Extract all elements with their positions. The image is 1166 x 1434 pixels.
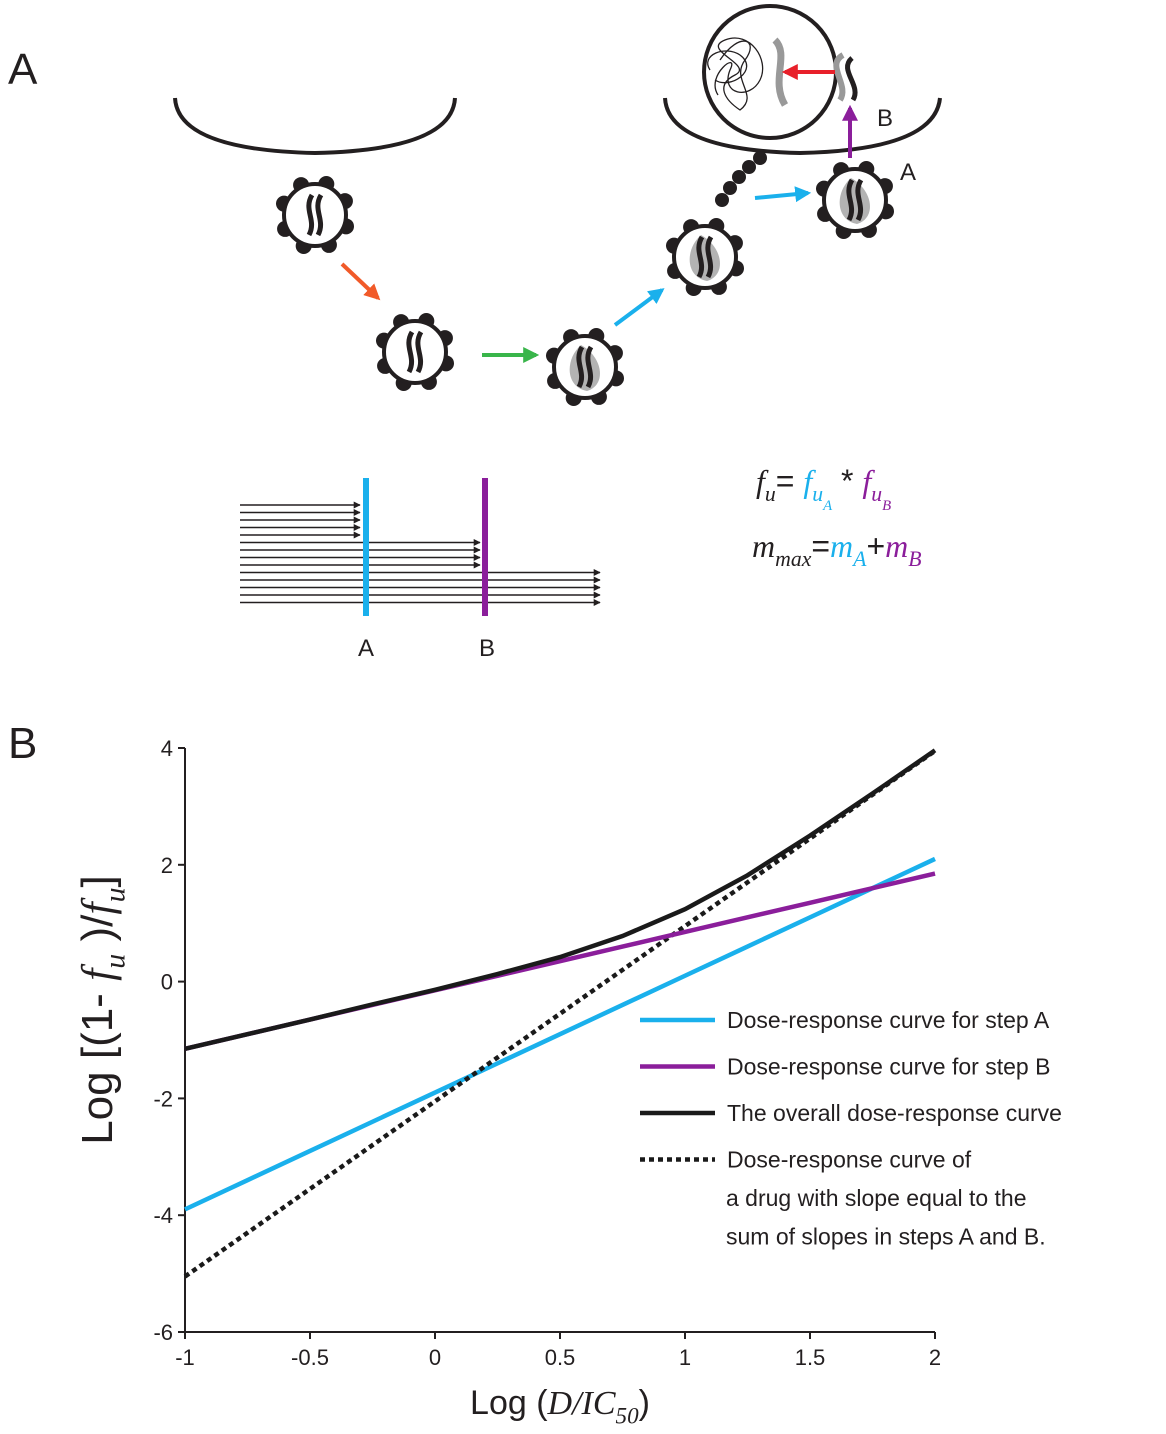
text-run: max (775, 547, 812, 571)
data-line (184, 748, 937, 1051)
bar-label: B (479, 635, 495, 662)
bead (723, 181, 737, 195)
y-tick-label: -6 (153, 1320, 173, 1345)
text-run: = (811, 528, 830, 564)
genome (585, 345, 594, 389)
text-run: ) (639, 1384, 650, 1422)
text-run: B (882, 498, 891, 514)
virus-particles (276, 161, 894, 406)
membrane (173, 97, 457, 156)
genome (315, 193, 324, 237)
bead (753, 151, 767, 165)
legend-label: The overall dose-response curve (727, 1100, 1062, 1126)
data-line (184, 856, 936, 1212)
x-tick-label: 1 (679, 1345, 691, 1370)
legend-label: Dose-response curve of (727, 1147, 972, 1173)
text-run: + (866, 528, 885, 564)
genome (846, 178, 855, 222)
bead (732, 170, 746, 184)
virus-envelope (282, 182, 348, 248)
text-run: 50 (616, 1404, 640, 1429)
x-axis-label: Log (D/IC50) (470, 1384, 650, 1429)
text-run: u (812, 482, 823, 506)
text-run: ] (73, 875, 122, 887)
y-tick-label: 4 (161, 736, 173, 761)
y-tick-label: 0 (161, 970, 173, 995)
arrow (613, 288, 665, 327)
text-run: Log [(1- (73, 981, 122, 1145)
x-tick-label: 2 (929, 1345, 941, 1370)
text-run: * (832, 463, 862, 499)
genome (696, 235, 705, 279)
step-label: A (900, 159, 916, 186)
genome (576, 345, 585, 389)
text-run: u (98, 887, 131, 902)
formula: fu= fuA * fuB (756, 463, 891, 514)
bar-diagram (240, 501, 601, 606)
text-run: u (765, 482, 776, 506)
text-run: Log ( (470, 1384, 548, 1422)
genome (306, 193, 315, 237)
text-run: m (752, 528, 775, 564)
membrane (663, 97, 942, 156)
text-run: A (822, 498, 833, 514)
chromatin (714, 37, 764, 111)
text-run: m (885, 528, 908, 564)
y-tick-label: -2 (153, 1086, 173, 1111)
chromatin (707, 50, 748, 84)
legend-label: sum of slopes in steps A and B. (726, 1224, 1046, 1250)
y-axis-label: Log [(1- fu )/fu] (73, 875, 131, 1145)
x-tick-label: 0 (429, 1345, 441, 1370)
text-run: B (908, 547, 921, 571)
genome (406, 330, 415, 374)
bead (742, 160, 756, 174)
text-run: A (851, 547, 867, 571)
text-run: m (830, 528, 853, 564)
genome (415, 330, 424, 374)
viral-genome (845, 56, 858, 102)
text-run: D/IC (547, 1385, 616, 1422)
panel-label: B (8, 719, 37, 768)
bead (715, 193, 729, 207)
x-tick-label: -0.5 (291, 1345, 329, 1370)
viral-genome (772, 37, 789, 107)
virus-envelope (382, 319, 448, 385)
viral-genome (833, 52, 846, 102)
bar-label: A (358, 635, 374, 662)
legend-label: Dose-response curve for step B (727, 1054, 1050, 1080)
formula: mmax=mA+mB (752, 528, 922, 571)
text-run: )/ (73, 914, 122, 954)
genome (855, 178, 864, 222)
legend-label: a drug with slope equal to the (726, 1185, 1026, 1211)
step-label: B (877, 105, 893, 132)
text-run: u (871, 482, 882, 506)
cytoskeleton (715, 151, 767, 207)
x-tick-label: 0.5 (545, 1345, 576, 1370)
x-tick-label: 1.5 (795, 1345, 826, 1370)
y-tick-label: 2 (161, 853, 173, 878)
x-tick-label: -1 (175, 1345, 195, 1370)
text-run: u (98, 954, 131, 969)
genome (705, 235, 714, 279)
arrow (340, 262, 381, 301)
legend-label: Dose-response curve for step A (727, 1007, 1050, 1033)
arrow (754, 186, 812, 203)
y-tick-label: -4 (153, 1203, 173, 1228)
panel-label: A (8, 45, 38, 94)
text-run: = (776, 463, 804, 499)
